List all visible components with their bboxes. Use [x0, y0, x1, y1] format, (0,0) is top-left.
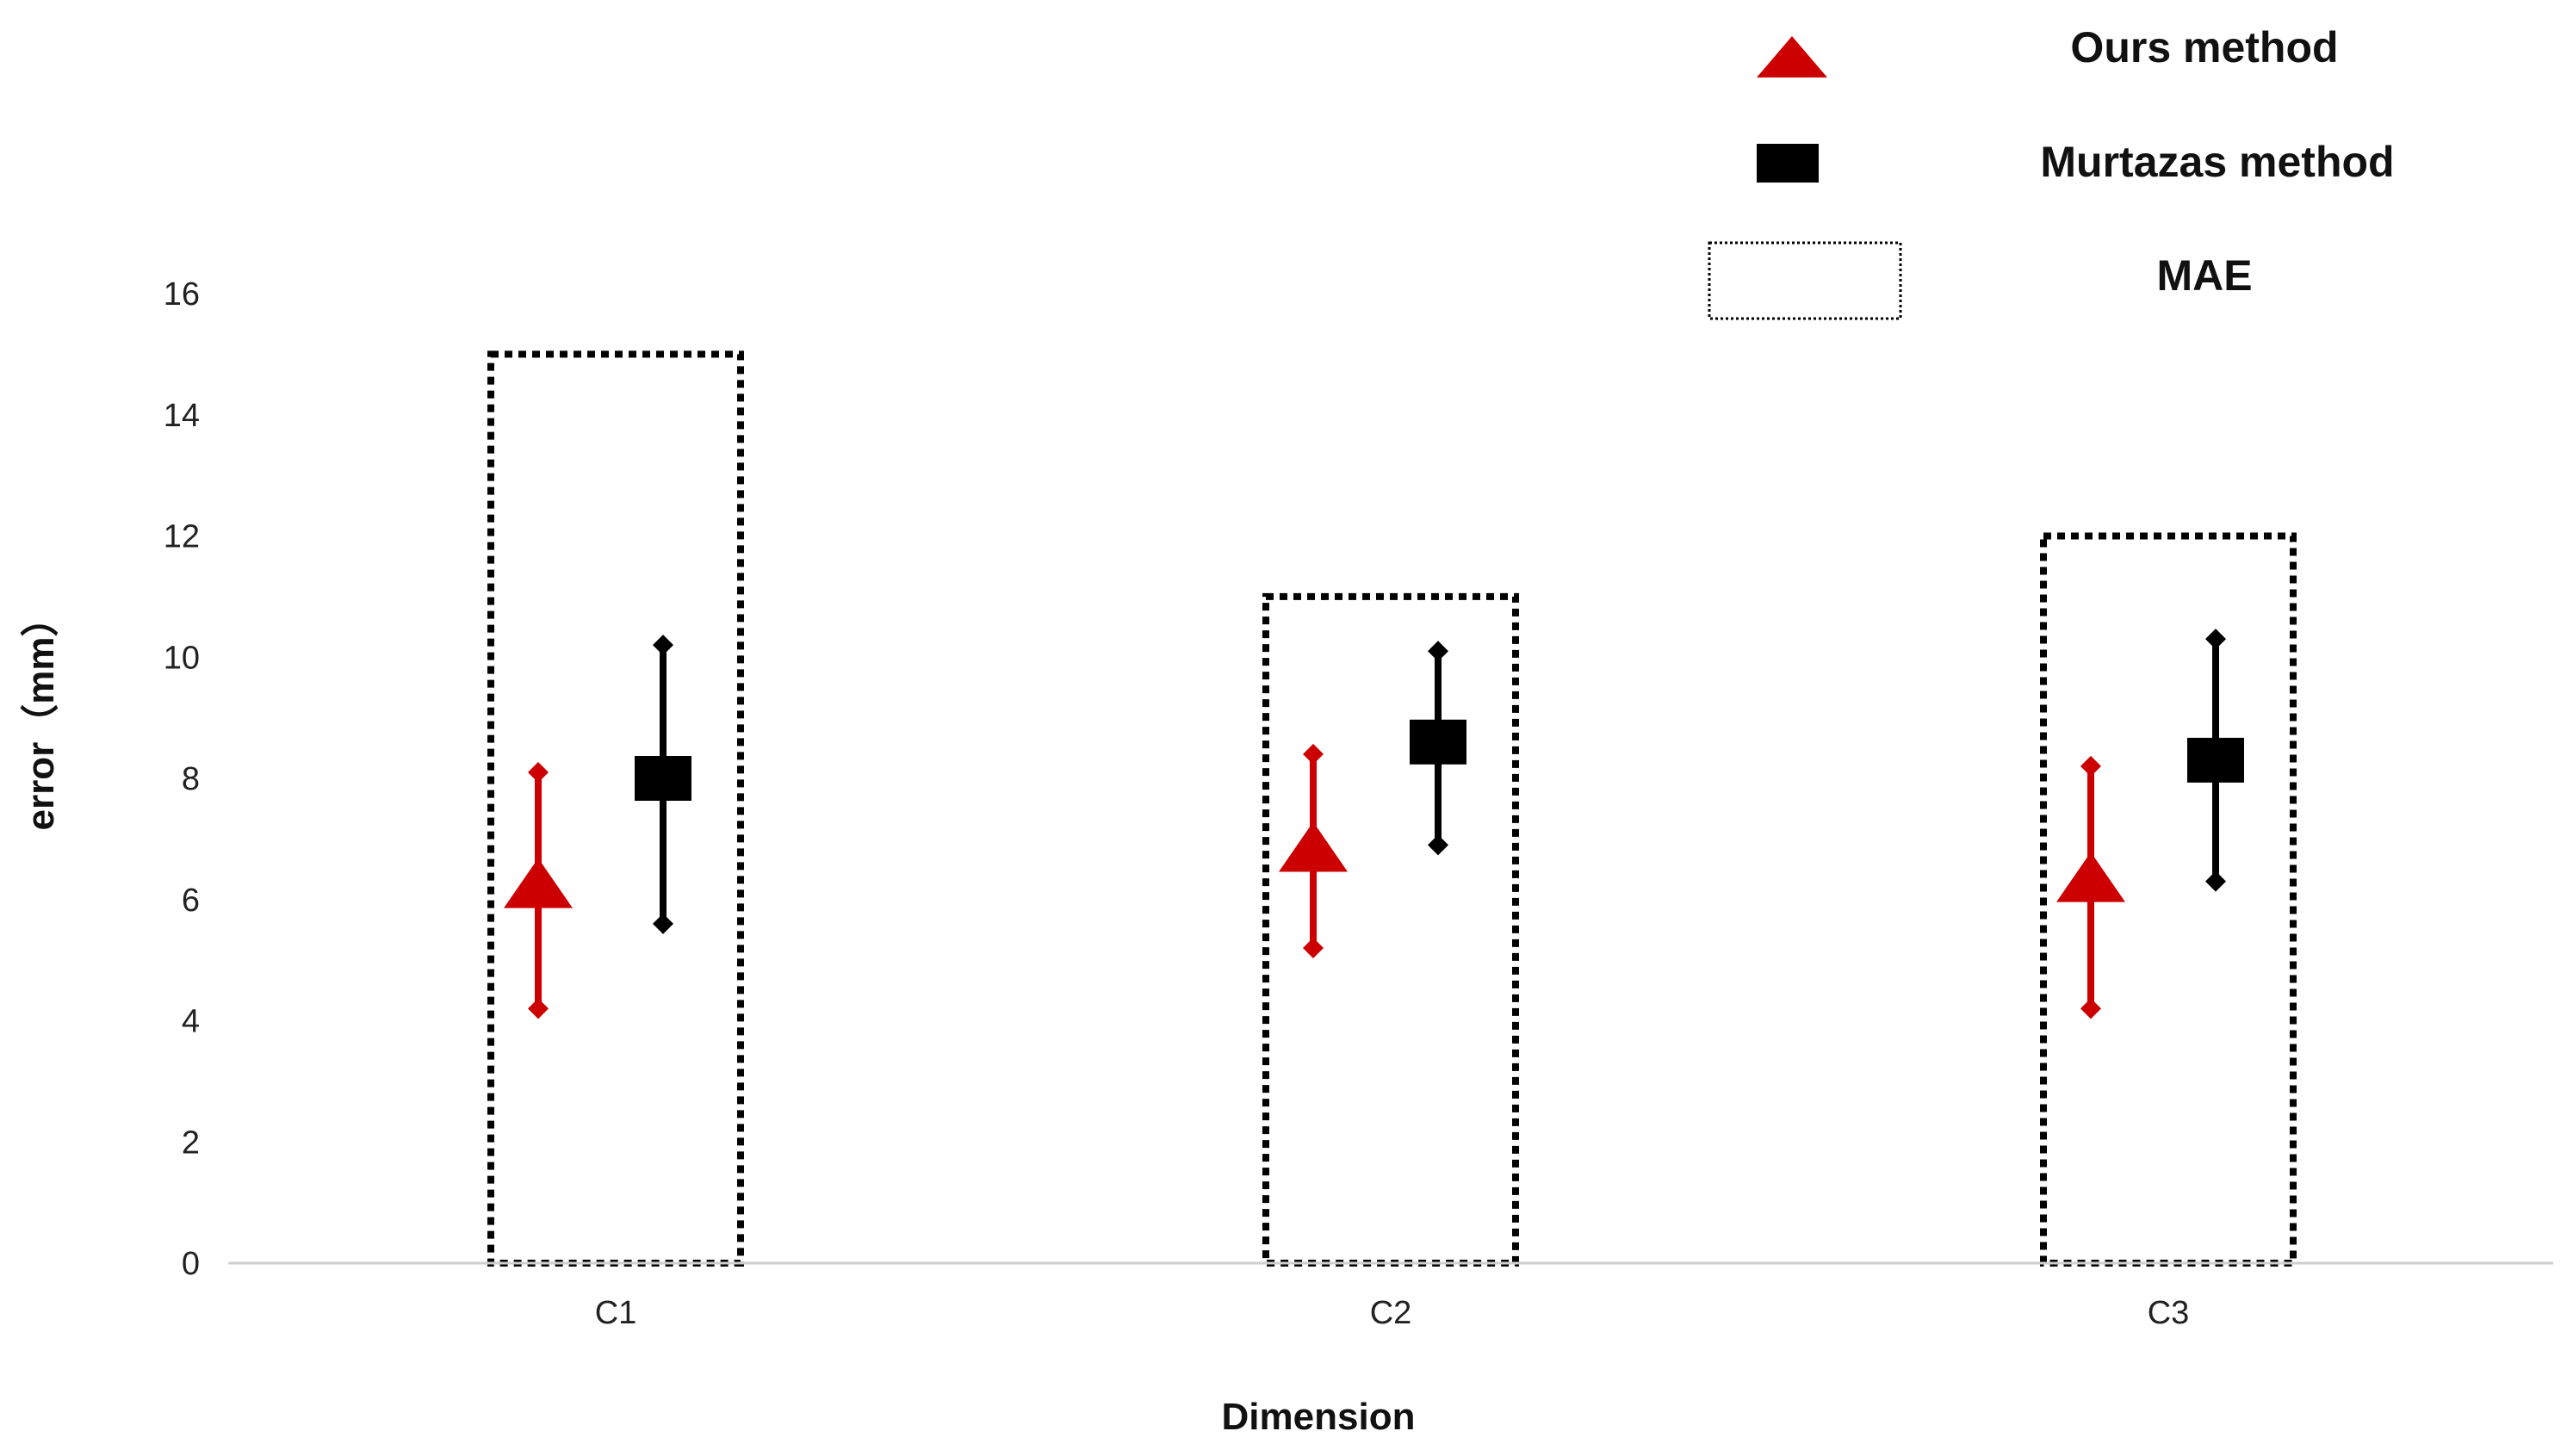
data-point-square — [2187, 737, 2244, 783]
y-tick-labels: 0 2 4 6 8 10 12 14 16 — [164, 276, 200, 1282]
y-tick-label: 2 — [182, 1125, 200, 1161]
error-cap-lower — [653, 913, 673, 934]
y-tick-label: 8 — [182, 761, 200, 797]
error-cap-upper — [1303, 743, 1324, 765]
y-tick-label: 10 — [164, 640, 200, 676]
data-series — [504, 629, 2244, 1019]
mae-boxes — [487, 350, 2297, 1267]
series-murtazas-method — [635, 629, 2244, 934]
error-cap-upper — [653, 635, 673, 656]
x-category-label: C2 — [1370, 1295, 1412, 1331]
y-tick-label: 6 — [182, 883, 200, 919]
legend-triangle-icon — [1757, 36, 1827, 77]
error-cap-lower — [1428, 834, 1448, 856]
legend-dotted-box-icon — [1708, 241, 1902, 320]
y-axis-title: error（mm） — [20, 599, 62, 831]
error-cap-lower — [528, 998, 549, 1019]
error-cap-upper — [1428, 641, 1448, 662]
error-cap-lower — [2205, 871, 2226, 892]
legend-label-mae: MAE — [2156, 251, 2252, 300]
data-point-square — [635, 756, 691, 801]
legend-label-ours: Ours method — [2070, 23, 2338, 71]
error-cap-upper — [2205, 629, 2226, 650]
error-cap-upper — [2080, 755, 2101, 777]
x-axis-title: Dimension — [1222, 1396, 1416, 1438]
mae-box-c3 — [2040, 532, 2297, 1267]
data-point-triangle — [1279, 821, 1348, 872]
error-cap-lower — [1303, 938, 1324, 959]
x-category-label: C3 — [2148, 1295, 2190, 1331]
y-tick-label: 0 — [182, 1246, 200, 1282]
data-point-square — [1410, 719, 1466, 765]
y-tick-label: 14 — [164, 398, 200, 434]
mae-box-c2 — [1262, 592, 1519, 1267]
error-cap-upper — [528, 761, 549, 783]
data-point-triangle — [2056, 852, 2125, 902]
series-ours-method — [504, 743, 2125, 1019]
data-point-triangle — [504, 858, 573, 908]
error-cap-lower — [2080, 998, 2101, 1019]
y-tick-label: 16 — [164, 276, 200, 313]
mae-box-c1 — [487, 350, 744, 1267]
y-tick-label: 4 — [182, 1004, 200, 1040]
y-tick-label: 12 — [164, 519, 200, 555]
x-category-labels: C1 C2 C3 — [595, 1295, 2190, 1331]
legend-label-murtazas: Murtazas method — [2040, 138, 2394, 186]
legend-square-icon — [1757, 144, 1819, 183]
x-category-label: C1 — [595, 1295, 637, 1331]
legend: Ours method Murtazas method MAE — [1708, 23, 2395, 320]
